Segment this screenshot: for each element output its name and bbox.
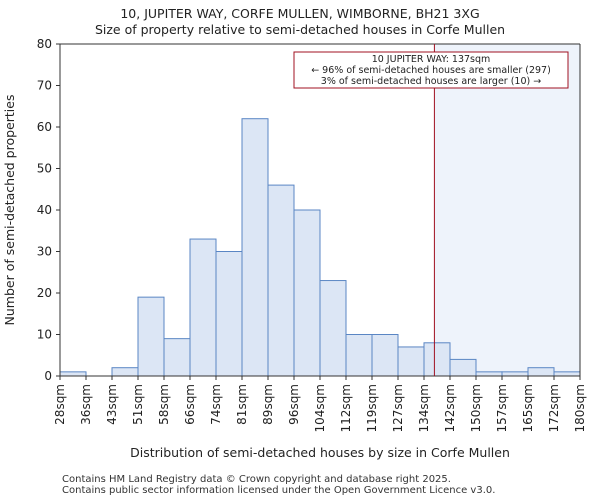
y-tick-label: 40: [37, 203, 52, 217]
x-tick-label: 51sqm: [131, 384, 145, 425]
bar: [293, 209, 321, 377]
x-tick-label: 150sqm: [469, 384, 483, 432]
annotation-box: [293, 51, 569, 89]
x-tick-label: 104sqm: [313, 384, 327, 432]
y-tick-label: 20: [37, 286, 52, 300]
bar: [475, 371, 503, 377]
bar: [59, 371, 87, 377]
y-tick-label: 50: [37, 162, 52, 176]
larger-region-shade: [434, 44, 580, 376]
x-tick-label: 127sqm: [391, 384, 405, 432]
x-tick-label: 66sqm: [183, 384, 197, 425]
x-tick-label: 112sqm: [339, 384, 353, 432]
y-tick-label: 30: [37, 245, 52, 259]
x-tick-label: 172sqm: [547, 384, 561, 432]
x-tick-label: 43sqm: [105, 384, 119, 425]
annotation-larger: 3% of semi-detached houses are larger (1…: [321, 76, 541, 87]
x-tick-label: 142sqm: [443, 384, 457, 432]
y-tick-label: 80: [37, 37, 52, 51]
bar: [319, 280, 347, 377]
x-tick-label: 74sqm: [209, 384, 223, 425]
chart-subtitle: Size of property relative to semi-detach…: [94, 22, 506, 37]
x-tick-label: 81sqm: [235, 384, 249, 425]
footer-copyright: Contains HM Land Registry data © Crown c…: [62, 474, 451, 485]
y-tick-label: 60: [37, 120, 52, 134]
y-tick-label: 70: [37, 79, 52, 93]
bar: [267, 184, 295, 377]
bar: [163, 338, 191, 377]
x-tick-label: 96sqm: [287, 384, 301, 425]
x-tick-label: 157sqm: [495, 384, 509, 432]
bar: [449, 358, 477, 377]
bar: [423, 342, 451, 377]
bar: [215, 251, 243, 377]
x-tick-label: 89sqm: [261, 384, 275, 425]
x-axis-title: Distribution of semi-detached houses by …: [130, 445, 510, 460]
bar: [501, 371, 529, 377]
y-tick-label: 0: [44, 369, 52, 383]
annotation-title: 10 JUPITER WAY: 137sqm: [372, 54, 491, 65]
chart-title: 10, JUPITER WAY, CORFE MULLEN, WIMBORNE,…: [120, 6, 480, 21]
bar: [241, 118, 269, 377]
bar: [371, 334, 399, 377]
bar: [553, 371, 581, 377]
x-tick-label: 165sqm: [521, 384, 535, 432]
x-tick-label: 119sqm: [365, 384, 379, 432]
bar: [345, 334, 373, 377]
y-axis-title: Number of semi-detached properties: [2, 95, 17, 326]
histogram-chart: 0 10 20 30 40 50 60 70 80 28sqm 36sqm 43sqm 51sqm 58s…: [2, 37, 587, 460]
x-tick-label: 180sqm: [573, 384, 587, 432]
y-tick-label: 10: [37, 328, 52, 342]
annotation-smaller: ← 96% of semi-detached houses are smalle…: [311, 65, 551, 76]
bar: [397, 346, 425, 377]
x-tick-label: 36sqm: [79, 384, 93, 425]
bar: [189, 238, 217, 377]
x-tick-label: 134sqm: [417, 384, 431, 432]
bar: [527, 367, 555, 377]
bar: [111, 367, 139, 377]
x-tick-label: 28sqm: [53, 384, 67, 425]
x-tick-label: 58sqm: [157, 384, 171, 425]
footer-licence: Contains public sector information licen…: [62, 485, 496, 496]
bar: [137, 296, 165, 377]
